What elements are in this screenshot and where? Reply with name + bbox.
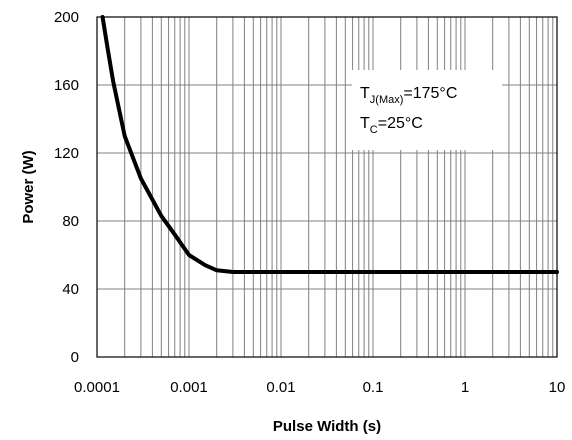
power-curve-line [100,15,559,274]
x-tick-label: 0.01 [266,379,295,396]
x-axis-title: Pulse Width (s) [273,418,381,435]
x-tick-label: 0.0001 [74,379,120,396]
y-axis-title: Power (W) [20,150,37,223]
y-tick-label: 40 [62,281,79,298]
y-tick-label: 120 [54,145,79,162]
x-tick-label: 10 [549,379,566,396]
y-tick-label: 80 [62,213,79,230]
y-tick-labels: 0 40 80 120 160 200 [54,9,79,366]
x-tick-label: 0.001 [170,379,208,396]
tj-max-annotation: TJ(Max)=175°C [360,85,457,106]
y-tick-label: 160 [54,77,79,94]
annotation-box: TJ(Max)=175°C TC=25°C [352,70,502,150]
tc-annotation: TC=25°C [360,115,423,136]
y-tick-label: 200 [54,9,79,26]
plot-frame [96,16,558,358]
x-tick-labels: 0.0001 0.001 0.01 0.1 1 10 [74,379,565,396]
x-tick-label: 1 [461,379,469,396]
series-group [100,15,559,274]
x-tick-label: 0.1 [363,379,384,396]
y-tick-label: 0 [71,349,79,366]
annotation-background [352,70,502,150]
